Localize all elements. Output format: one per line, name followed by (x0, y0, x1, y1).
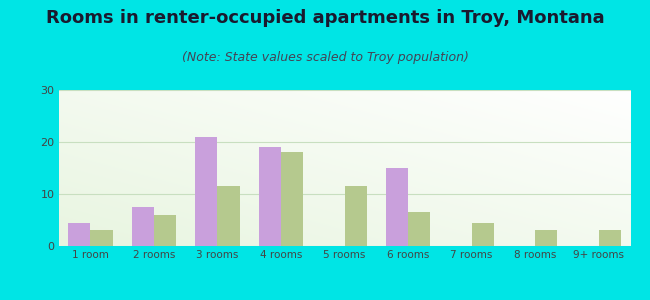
Bar (68, 223, 90, 246)
Text: Rooms in renter-occupied apartments in Troy, Montana: Rooms in renter-occupied apartments in T… (46, 9, 605, 27)
Bar (281, 152, 303, 246)
Bar (90, 230, 112, 246)
Bar (131, 207, 154, 246)
Bar (259, 147, 281, 246)
Bar (408, 212, 430, 246)
Bar (535, 230, 558, 246)
Bar (386, 168, 408, 246)
Bar (217, 186, 240, 246)
Bar (344, 186, 367, 246)
Bar (154, 215, 176, 246)
Text: (Note: State values scaled to Troy population): (Note: State values scaled to Troy popul… (181, 51, 469, 64)
Bar (472, 223, 494, 246)
Bar (195, 137, 217, 246)
Legend: Troy, Montana: Troy, Montana (259, 294, 430, 300)
Bar (599, 230, 621, 246)
